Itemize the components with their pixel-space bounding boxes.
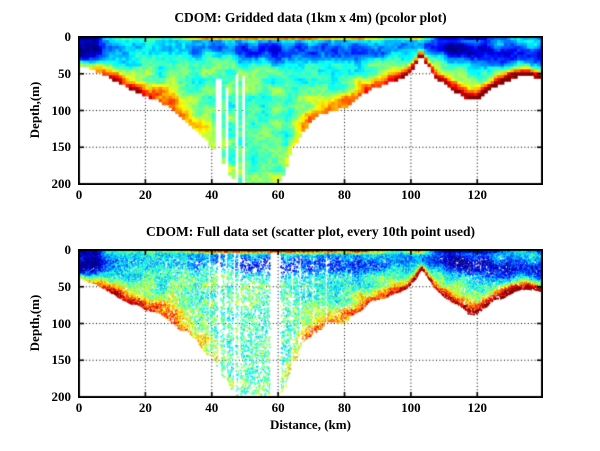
pcolor-y-tick-label: 50 <box>58 65 71 81</box>
pcolor-plot-area <box>78 36 543 185</box>
scatter-x-tick-label: 40 <box>205 400 219 415</box>
pcolor-y-tick-label: 100 <box>51 102 72 118</box>
scatter-x-tick-label: 0 <box>75 400 83 415</box>
scatter-plot-title: CDOM: Full data set (scatter plot, every… <box>146 224 475 239</box>
pcolor-x-tick-label: 100 <box>401 187 421 202</box>
scatter-x-tick-label: 100 <box>401 400 421 415</box>
pcolor-x-tick-label: 80 <box>338 187 352 202</box>
pcolor-y-tick-label: 200 <box>51 176 72 191</box>
scatter-y-tick-label: 50 <box>58 278 71 294</box>
scatter-y-tick-label: 100 <box>51 315 72 331</box>
pcolor-x-tick-label: 120 <box>467 187 488 202</box>
scatter-x-tick-label: 20 <box>138 400 152 415</box>
scatter-x-tick-label: 80 <box>338 400 352 415</box>
pcolor-y-tick-label: 0 <box>64 29 72 44</box>
pcolor-x-tick-label: 20 <box>138 187 152 202</box>
pcolor-x-tick-label: 40 <box>205 187 219 202</box>
pcolor-plot-title: CDOM: Gridded data (1km x 4m) (pcolor pl… <box>174 10 447 25</box>
scatter-x-tick-label: 120 <box>467 400 488 415</box>
scatter-plot-area <box>78 249 543 398</box>
scatter-y-tick-label: 200 <box>51 389 72 404</box>
pcolor-y-tick-label: 150 <box>51 139 72 155</box>
pcolor-x-tick-label: 0 <box>75 187 83 202</box>
scatter-x-tick-label: 60 <box>271 400 285 415</box>
pcolor-x-tick-label: 60 <box>271 187 285 202</box>
scatter-y-tick-label: 150 <box>51 352 72 368</box>
x-axis-label: Distance, (km) <box>270 417 351 432</box>
scatter-y-tick-label: 0 <box>64 242 72 257</box>
